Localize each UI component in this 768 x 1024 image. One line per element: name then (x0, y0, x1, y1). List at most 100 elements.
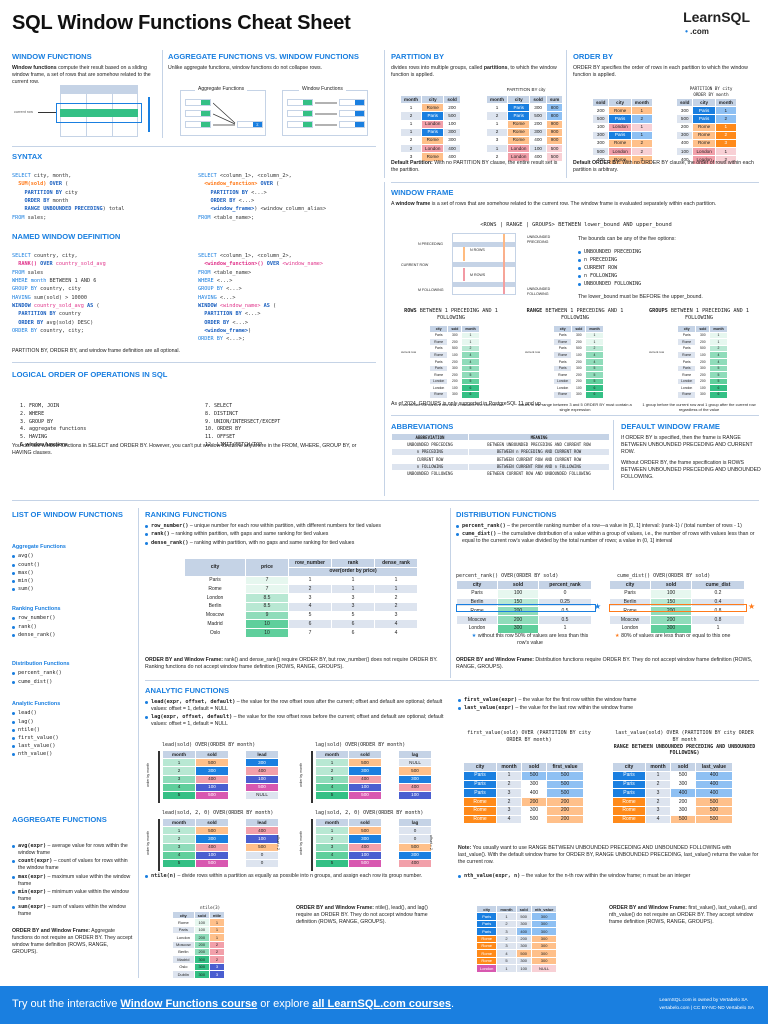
frame-example-title: RANGE BETWEEN 1 PRECEDING AND 1 FOLLOWIN… (526, 308, 624, 322)
table-row: 1 Paris 300 800 (487, 104, 563, 112)
cell: 1 (715, 148, 736, 156)
cell: 4 (586, 352, 603, 358)
function-list-item[interactable]: sum() (12, 586, 66, 593)
function-list-item[interactable]: avg() (12, 553, 66, 560)
cell: Paris (613, 780, 645, 789)
function-description: count(expr) – count of values for rows w… (12, 858, 134, 872)
cell: 800 (546, 112, 563, 120)
order-by-month-label: order by month (146, 830, 150, 855)
cell: 500 (575, 346, 582, 351)
cell: 400 (534, 153, 542, 159)
function-list-item[interactable]: cume_dist() (12, 679, 70, 686)
cell: 5 (163, 859, 195, 868)
logical-order-item: 9. UNION/INTERSECT/EXCEPT (205, 418, 281, 425)
cell (229, 776, 245, 783)
table-row: Moscow 200 0.8 (610, 616, 744, 624)
function-list-item[interactable]: row_number() (12, 615, 61, 622)
cell: 200 (575, 339, 582, 344)
table-row: Paris 200 4 (430, 359, 479, 365)
cell: 300 (531, 928, 557, 935)
column-header: cume_dist (692, 581, 744, 589)
table-row: Madrid 300 2 (173, 956, 225, 963)
function-group: Aggregate Functions avg() count() max() min(… (12, 540, 66, 594)
table-row: Paris 300 5 (678, 365, 727, 372)
table-row: 2 Paris 500 800 (487, 112, 563, 120)
column-header: month (646, 763, 670, 771)
cell: NULL (399, 759, 431, 767)
cell: 100 (196, 783, 228, 791)
function-list-item[interactable]: first_value() (12, 735, 60, 742)
column-header: sold (196, 819, 228, 827)
cell: Paris (471, 590, 483, 597)
cell: London (621, 625, 639, 632)
cell: 500 (516, 950, 531, 957)
cell: BETWEEN UNBOUNDED PRECEDING AND CURRENT … (487, 441, 591, 447)
function-list-item[interactable]: nth_value() (12, 751, 60, 758)
order-by-month-label: order by month (299, 762, 303, 787)
cell: 300 (531, 935, 557, 942)
all-courses-link[interactable]: all LearnSQL.com courses (312, 998, 452, 1010)
table-row: 5 500 NULL (163, 791, 278, 800)
cell: 2 (715, 156, 736, 164)
cell: 500 (671, 815, 695, 824)
cell: Rome (623, 607, 637, 614)
cell: 3 (332, 602, 374, 611)
function-list-item[interactable]: lag() (12, 719, 60, 726)
cell: Rome (477, 950, 497, 957)
function-list-item[interactable]: dense_rank() (12, 632, 61, 639)
cell: 300 (196, 767, 228, 775)
function-name: max(expr) (18, 873, 47, 880)
cell: 2 (497, 920, 516, 928)
table-row: UNBOUNDED FOLLOWING BETWEEN CURRENT ROW A… (392, 471, 609, 477)
function-list-item[interactable]: max() (12, 570, 66, 577)
column-header: rank (332, 559, 374, 567)
cell: 5 (462, 372, 479, 378)
cell: 300 (194, 956, 209, 963)
cell: Paris (609, 131, 631, 139)
function-list-item[interactable]: min() (12, 578, 66, 585)
cell: 400 (399, 783, 431, 791)
function-list-item[interactable]: lead() (12, 710, 60, 717)
order-source-table: sold city month 200 Rome 1 500 Paris 2 100 London 1… (592, 98, 653, 165)
column-header: sold (349, 819, 381, 827)
table-header-row: sold city month (593, 99, 652, 107)
frame-example-caption: 1 row before the current row and 1 row a… (398, 401, 504, 407)
column-header: sold (448, 326, 462, 332)
window-functions-course-link[interactable]: Window Functions course (120, 998, 258, 1010)
cell: 2 (316, 835, 348, 843)
cell: Rome (678, 339, 696, 345)
column-header: sold (516, 906, 531, 913)
cume-dist-caption: cume_dist() OVER(ORDER BY sold) (617, 573, 711, 579)
star-icon: ★ (748, 602, 756, 611)
logical-order-item: 5. HAVING (20, 434, 48, 440)
table-row: 2 London 400 (401, 145, 460, 153)
function-list-item[interactable]: last_value() (12, 743, 60, 750)
function-list-item[interactable]: percent_rank() (12, 670, 70, 677)
cell: 0 (399, 835, 431, 843)
cell: 1 (715, 123, 736, 131)
table-row: 1 Paris 300 (401, 128, 460, 136)
frame-keyword: ROWS (404, 308, 417, 314)
function-list-item[interactable]: count() (12, 562, 66, 569)
cell: Rome (430, 352, 448, 358)
cell (229, 759, 245, 766)
column-header: sold (194, 912, 209, 919)
function-list-item[interactable]: rank() (12, 624, 61, 631)
cell: Paris (682, 346, 691, 351)
section-order-by: ORDER BY ORDER BY specifies the order of… (573, 52, 748, 79)
bounds-note: The lower_bound must be BEFORE the upper… (578, 294, 703, 300)
table-row: 4 100 0 (163, 851, 278, 859)
table-row: Rome 200 5 (678, 372, 727, 378)
cell: Paris (558, 359, 567, 364)
table-row: Paris 500 2 (554, 345, 603, 352)
cell: Moscow (457, 616, 497, 624)
cell: 0 (246, 859, 278, 868)
cell: BETWEEN CURRENT ROW AND n FOLLOWING (469, 463, 609, 470)
table-row: Paris 300 1 (430, 332, 479, 339)
function-list-item[interactable]: ntile() (12, 727, 60, 734)
section-window-frame: WINDOW FRAME A window frame is a set of … (391, 188, 717, 208)
lead-lag-caption: lead(sold, 2, 0) OVER(ORDER BY month) (162, 810, 274, 816)
cell: Berlin (457, 598, 497, 607)
cell: 6 (710, 391, 727, 398)
learnsql-logo[interactable]: LearnSQL • .com (683, 8, 750, 38)
